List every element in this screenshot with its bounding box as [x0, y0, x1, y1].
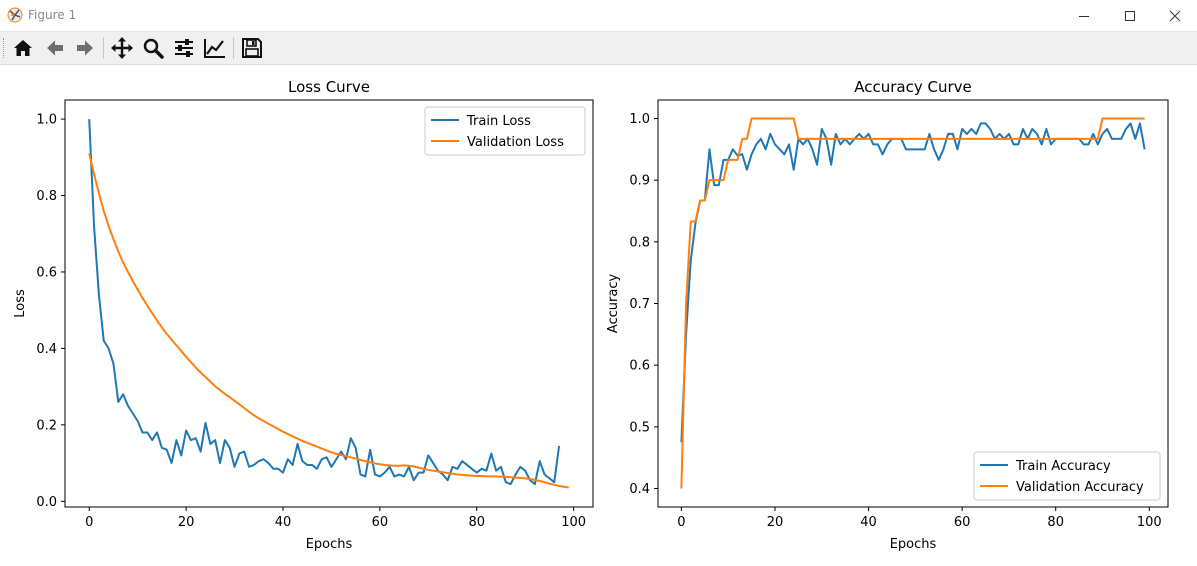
legend: Train Accuracy Validation Accuracy — [973, 451, 1161, 501]
axes-frame — [64, 99, 594, 508]
toolbar-grip — [3, 38, 6, 58]
window-title: Figure 1 — [28, 8, 77, 22]
legend-label: Validation Accuracy — [1016, 480, 1144, 495]
y-tick-label: 0.8 — [36, 189, 57, 204]
y-tick-label: 0.6 — [36, 265, 57, 280]
x-axis-label: Epochs — [306, 537, 353, 552]
edit-axis-button[interactable] — [202, 35, 228, 61]
y-tick-label: 0.9 — [629, 174, 650, 189]
zoom-icon — [143, 38, 164, 59]
y-tick-label: 1.0 — [36, 113, 57, 128]
x-axis-label: Epochs — [890, 537, 937, 552]
series-line-validation — [680, 117, 1145, 489]
y-tick-label: 0.4 — [629, 482, 650, 497]
x-tick-label: 80 — [1047, 515, 1064, 530]
window-titlebar: Figure 1 — [0, 0, 1197, 32]
series-line-train — [88, 119, 561, 486]
matplotlib-logo-icon — [7, 7, 23, 23]
y-tick-label: 0.5 — [629, 420, 650, 435]
series-line-train — [680, 122, 1146, 443]
zoom-button[interactable] — [140, 35, 166, 61]
x-tick-label: 60 — [954, 515, 971, 530]
y-tick-label: 0.6 — [629, 359, 650, 374]
toolbar-separator — [233, 37, 234, 59]
legend-label: Validation Loss — [467, 135, 564, 150]
forward-button[interactable] — [72, 35, 98, 61]
x-tick-label: 40 — [275, 515, 292, 530]
pan-icon — [111, 37, 133, 59]
minimize-icon — [1079, 15, 1089, 17]
figure-canvas: Loss Curve Epochs Loss 0 20 40 60 80 100 0.0 0.… — [13, 78, 1169, 552]
x-tick-label: 80 — [468, 515, 485, 530]
back-arrow-icon — [47, 40, 63, 56]
back-button[interactable] — [42, 35, 68, 61]
chart-title: Accuracy Curve — [854, 78, 972, 96]
maximize-icon — [1125, 10, 1135, 21]
series-line-validation — [88, 153, 569, 489]
maximize-button[interactable] — [1107, 0, 1153, 31]
legend: Train Loss Validation Loss — [424, 106, 586, 156]
y-tick-label: 0.7 — [629, 297, 650, 312]
edit-axis-icon — [204, 39, 225, 58]
y-axis-label: Loss — [13, 289, 28, 318]
x-tick-label: 0 — [85, 515, 93, 530]
save-icon — [242, 38, 262, 58]
x-tick-label: 100 — [1137, 515, 1162, 530]
x-tick-label: 0 — [677, 515, 685, 530]
home-icon — [14, 40, 32, 56]
toolbar-separator — [103, 37, 104, 59]
loss-curve-chart: Loss Curve Epochs Loss 0 20 40 60 80 100 0.0 0.… — [13, 78, 594, 552]
home-button[interactable] — [10, 35, 36, 61]
y-tick-label: 0.8 — [629, 235, 650, 250]
pan-button[interactable] — [109, 35, 135, 61]
x-tick-label: 20 — [767, 515, 784, 530]
x-tick-label: 60 — [372, 515, 389, 530]
x-tick-label: 40 — [860, 515, 877, 530]
x-tick-label: 20 — [178, 515, 195, 530]
axes-frame — [657, 99, 1169, 508]
x-tick-label: 100 — [561, 515, 586, 530]
forward-arrow-icon — [77, 40, 93, 56]
y-tick-label: 0.2 — [36, 418, 57, 433]
configure-subplots-button[interactable] — [171, 35, 197, 61]
y-axis-label: Accuracy — [606, 274, 621, 334]
chart-title: Loss Curve — [288, 78, 370, 96]
legend-box — [424, 106, 586, 156]
close-button[interactable] — [1152, 0, 1197, 31]
close-icon — [1169, 10, 1181, 21]
navigation-toolbar — [0, 32, 1197, 65]
minimize-button[interactable] — [1061, 0, 1107, 31]
legend-label: Train Loss — [466, 114, 531, 129]
legend-box — [973, 451, 1161, 501]
y-tick-label: 0.4 — [36, 342, 57, 357]
y-tick-label: 1.0 — [629, 112, 650, 127]
legend-label: Train Accuracy — [1015, 459, 1111, 474]
save-button[interactable] — [239, 35, 265, 61]
y-tick-label: 0.0 — [36, 495, 57, 510]
subplots-config-icon — [175, 39, 193, 57]
accuracy-curve-chart: Accuracy Curve Epochs Accuracy 0 20 40 60 80… — [606, 78, 1169, 552]
